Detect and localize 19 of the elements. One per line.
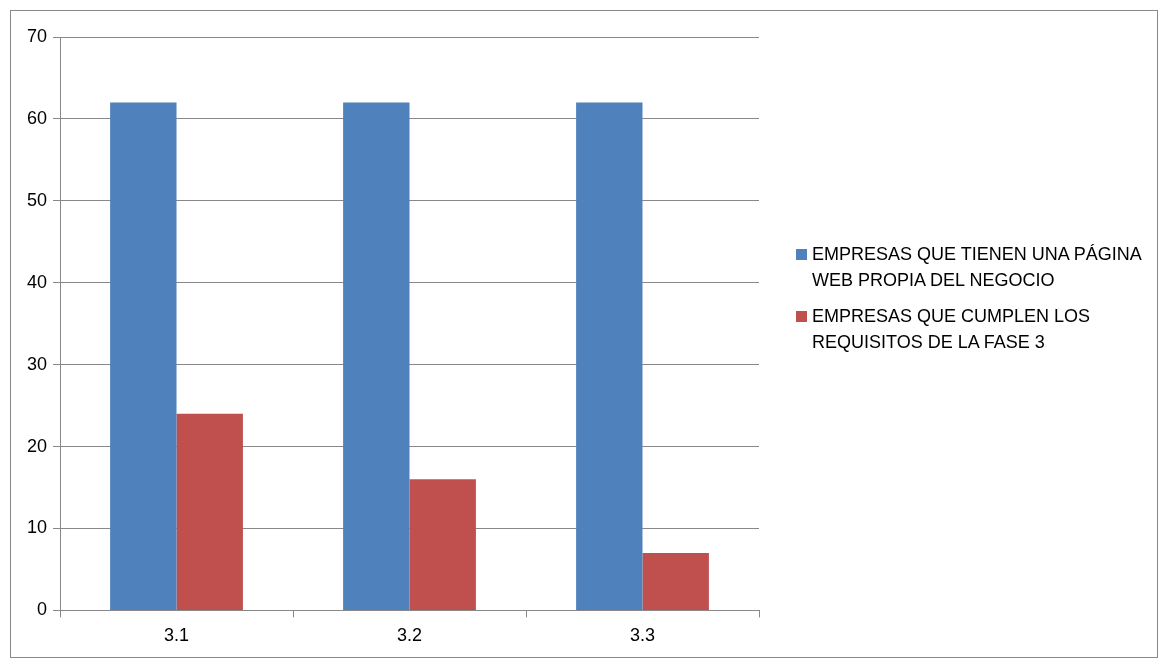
bar — [343, 102, 410, 610]
bar — [576, 102, 643, 610]
bar — [110, 102, 177, 610]
bar — [409, 479, 476, 610]
y-tick-label: 30 — [26, 353, 48, 374]
bar — [176, 413, 243, 610]
y-tick-label: 60 — [26, 107, 48, 128]
x-tick-label: 3.2 — [397, 625, 423, 646]
x-tick-label: 3.3 — [629, 625, 656, 646]
y-tick-label: 40 — [26, 271, 48, 292]
y-tick-label: 10 — [26, 517, 48, 538]
y-tick-label: 0 — [37, 599, 48, 620]
y-tick-label: 20 — [26, 435, 48, 456]
y-tick-label: 70 — [26, 25, 48, 46]
legend-label: EMPRESAS QUE CUMPLEN LOS REQUISITOS DE LA FASE 3 — [812, 306, 1091, 352]
x-tick-label: 3.1 — [164, 625, 190, 646]
y-tick-label: 50 — [26, 189, 48, 210]
bar — [642, 553, 709, 610]
legend-label: EMPRESAS QUE TIENEN UNA PÁGINA WEB PROPIA DEL NEGOCIO — [812, 244, 1141, 290]
